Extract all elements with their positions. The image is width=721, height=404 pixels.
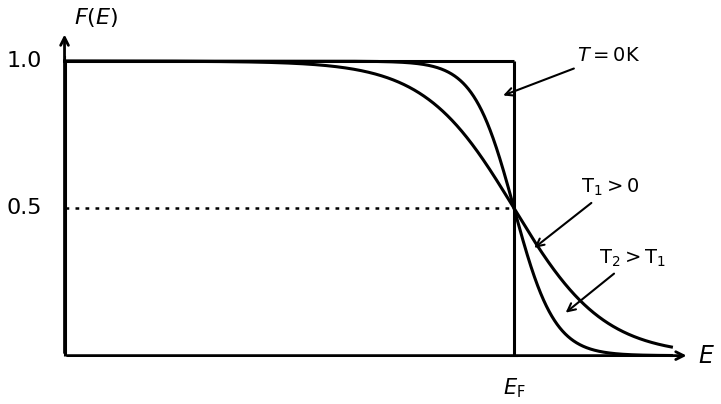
Text: 0.5: 0.5 (6, 198, 42, 219)
Text: $E$: $E$ (699, 344, 715, 368)
Text: $F(E)$: $F(E)$ (74, 6, 118, 29)
Text: $T=0\mathrm{K}$: $T=0\mathrm{K}$ (505, 46, 640, 95)
Text: $E_{\mathrm{F}}$: $E_{\mathrm{F}}$ (503, 376, 526, 400)
Text: 1.0: 1.0 (6, 51, 42, 71)
Text: $\mathrm{T_1>0}$: $\mathrm{T_1>0}$ (536, 177, 640, 246)
Text: $\mathrm{T_2>T_1}$: $\mathrm{T_2>T_1}$ (567, 248, 666, 311)
